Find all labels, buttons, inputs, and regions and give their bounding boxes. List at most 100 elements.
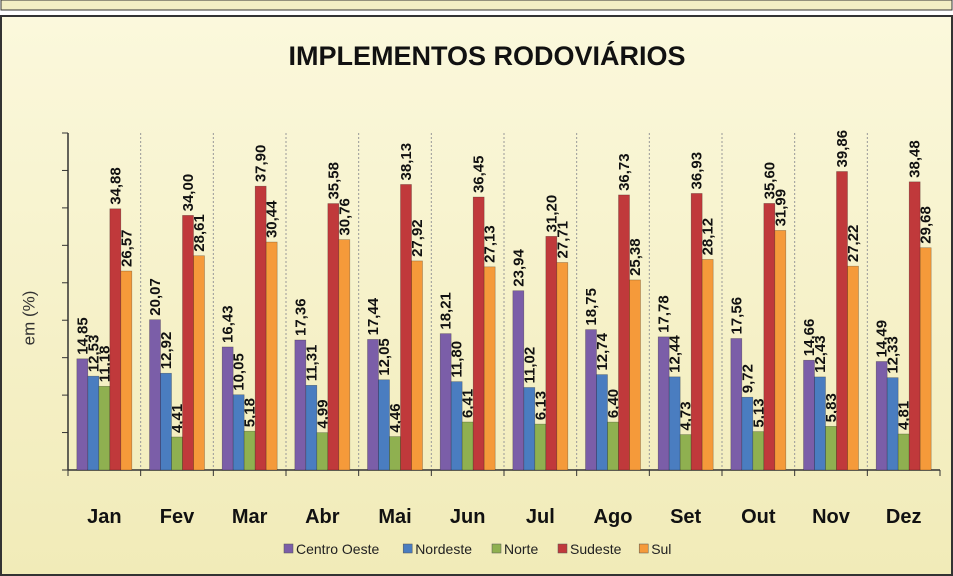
bar	[701, 259, 714, 471]
value-label: 6,13	[532, 391, 549, 420]
value-label: 6,41	[460, 389, 477, 418]
value-label: 20,07	[147, 278, 164, 316]
value-label: 12,92	[158, 332, 175, 370]
value-label: 12,74	[594, 332, 611, 370]
value-label: 30,76	[336, 198, 353, 236]
bar	[897, 433, 910, 471]
legend-swatch	[638, 543, 649, 554]
bar	[679, 434, 692, 471]
bar	[814, 376, 826, 471]
value-label: 12,33	[885, 336, 902, 374]
legend-label: Norte	[504, 541, 538, 557]
value-label: 9,72	[739, 364, 756, 393]
value-label: 34,88	[107, 167, 124, 205]
bar	[545, 236, 558, 471]
value-label: 31,99	[772, 189, 789, 227]
bar	[120, 270, 133, 471]
bar	[774, 230, 787, 471]
value-label: 35,58	[325, 162, 342, 200]
legend-swatch	[402, 543, 413, 554]
x-tick-label: Dez	[886, 506, 922, 528]
bar	[556, 262, 569, 471]
value-label: 14,85	[74, 317, 91, 355]
bar	[338, 239, 351, 471]
bar	[668, 376, 681, 471]
bar	[886, 377, 899, 471]
bar	[730, 338, 743, 471]
value-label: 12,53	[85, 335, 102, 373]
bar	[607, 421, 619, 471]
value-label: 4,81	[896, 401, 913, 430]
value-label: 36,45	[471, 155, 488, 193]
value-label: 5,18	[242, 398, 259, 427]
bar	[87, 375, 100, 471]
bar	[763, 203, 776, 471]
value-label: 6,40	[605, 389, 622, 418]
x-tick-label: Fev	[160, 506, 195, 528]
value-label: 18,75	[583, 288, 600, 326]
x-tick-label: Abr	[305, 506, 340, 528]
bar	[875, 361, 888, 471]
value-label: 14,49	[874, 320, 891, 358]
value-label: 28,12	[700, 218, 717, 256]
bar	[98, 385, 111, 471]
x-tick-label: Ago	[594, 506, 633, 528]
value-label: 27,71	[554, 221, 571, 259]
value-label: 12,43	[812, 335, 829, 373]
value-label: 35,60	[761, 162, 778, 200]
value-label: 30,44	[264, 200, 281, 238]
bar	[316, 432, 329, 471]
value-label: 10,05	[231, 353, 248, 391]
x-tick-label: Out	[741, 506, 776, 528]
bar	[836, 171, 848, 471]
value-label: 39,86	[834, 130, 851, 168]
value-label: 31,20	[543, 195, 560, 233]
bar	[76, 358, 89, 471]
x-tick-label: Jun	[450, 506, 486, 528]
value-label: 17,44	[365, 297, 382, 335]
bar	[160, 372, 172, 471]
y-axis-label: em (%)	[19, 291, 38, 346]
bar	[243, 430, 256, 471]
value-label: 26,57	[118, 229, 135, 267]
value-label: 17,78	[656, 295, 673, 333]
bar	[629, 279, 641, 471]
value-label: 12,44	[667, 335, 684, 373]
bar	[803, 359, 815, 471]
value-label: 34,00	[180, 174, 197, 212]
value-label: 5,83	[823, 393, 840, 422]
value-label: 5,13	[750, 398, 767, 427]
value-label: 16,43	[220, 305, 237, 343]
value-label: 37,90	[253, 145, 270, 183]
value-label: 4,41	[169, 404, 186, 433]
bar	[411, 260, 423, 471]
legend-swatch	[491, 543, 502, 554]
legend-label: Sul	[651, 541, 671, 557]
x-tick-label: Jul	[526, 506, 555, 528]
bar	[919, 247, 932, 471]
value-label: 27,13	[482, 225, 499, 263]
value-label: 12,05	[376, 338, 393, 376]
value-label: 29,68	[918, 206, 935, 244]
value-label: 11,18	[96, 346, 113, 383]
x-tick-label: Nov	[812, 506, 851, 528]
value-label: 18,21	[438, 292, 455, 330]
value-label: 27,22	[845, 225, 862, 263]
bar	[193, 255, 205, 471]
value-label: 38,13	[398, 143, 415, 181]
value-label: 11,02	[521, 347, 538, 384]
x-tick-label: Mai	[378, 506, 411, 528]
legend-swatch	[283, 543, 294, 554]
value-label: 11,31	[303, 345, 320, 382]
x-tick-label: Set	[670, 506, 701, 528]
value-label: 4,46	[387, 403, 404, 432]
value-label: 25,38	[627, 238, 644, 276]
value-label: 27,92	[409, 219, 426, 257]
bar	[327, 203, 340, 471]
bar	[389, 436, 401, 471]
value-label: 4,99	[314, 399, 331, 428]
value-label: 38,48	[907, 140, 924, 178]
bar	[534, 423, 547, 471]
bar	[847, 265, 859, 471]
